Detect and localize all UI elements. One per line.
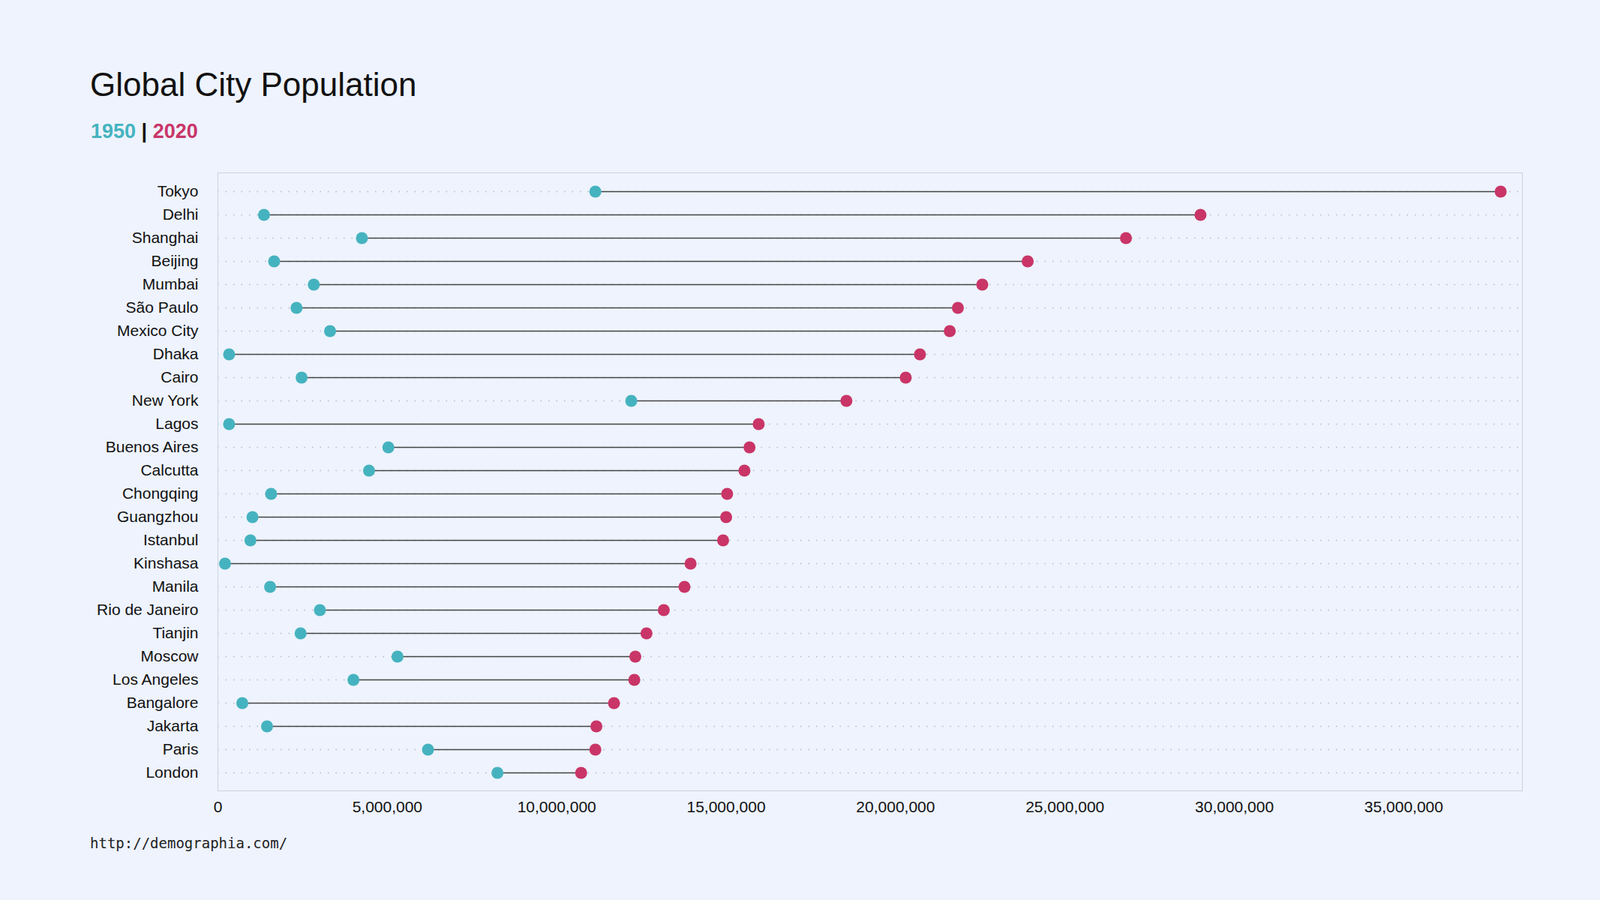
- svg-text:São Paulo: São Paulo: [126, 298, 199, 316]
- html-text:http://demographia.com/: http://demographia.com/: [90, 834, 288, 852]
- svg-text:Dhaka: Dhaka: [153, 345, 199, 363]
- svg-text:10,000,000: 10,000,000: [517, 798, 597, 816]
- html-text:Global City Population: Global City Population: [90, 66, 417, 103]
- svg-text:30,000,000: 30,000,000: [1194, 798, 1274, 816]
- svg-text:Calcutta: Calcutta: [140, 461, 199, 479]
- svg-text:Chongqing: Chongqing: [122, 484, 199, 502]
- svg-text:Mexico City: Mexico City: [117, 321, 199, 340]
- svg-text:Shanghai: Shanghai: [132, 228, 199, 247]
- svg-text:Cairo: Cairo: [160, 368, 199, 386]
- svg-text:Paris: Paris: [162, 740, 199, 758]
- svg-text:Bangalore: Bangalore: [126, 693, 199, 712]
- svg-text:5,000,000: 5,000,000: [352, 798, 423, 816]
- svg-text:35,000,000: 35,000,000: [1364, 798, 1444, 816]
- svg-text:Mumbai: Mumbai: [142, 275, 199, 293]
- svg-text:London: London: [145, 763, 199, 781]
- svg-text:Delhi: Delhi: [162, 205, 199, 223]
- svg-text:Kinshasa: Kinshasa: [133, 554, 199, 572]
- svg-text:0: 0: [213, 798, 223, 816]
- html-text:1950 | 2020: 1950 | 2020: [90, 120, 198, 143]
- svg-text:Jakarta: Jakarta: [147, 717, 199, 735]
- svg-text:15,000,000: 15,000,000: [686, 798, 766, 816]
- svg-text:Guangzhou: Guangzhou: [117, 507, 199, 526]
- svg-text:20,000,000: 20,000,000: [855, 798, 935, 816]
- svg-text:Lagos: Lagos: [155, 414, 199, 433]
- svg-text:Beijing: Beijing: [150, 252, 199, 270]
- svg-text:Istanbul: Istanbul: [143, 531, 199, 549]
- svg-text:Los Angeles: Los Angeles: [112, 670, 199, 688]
- svg-text:Manila: Manila: [152, 577, 199, 595]
- svg-text:Tianjin: Tianjin: [152, 624, 199, 642]
- svg-text:Tokyo: Tokyo: [157, 182, 199, 200]
- svg-text:25,000,000: 25,000,000: [1025, 798, 1105, 816]
- svg-text:Rio de Janeiro: Rio de Janeiro: [96, 600, 199, 619]
- svg-text:Moscow: Moscow: [140, 647, 199, 665]
- svg-text:Buenos Aires: Buenos Aires: [105, 438, 199, 456]
- svg-text:New York: New York: [132, 391, 199, 409]
